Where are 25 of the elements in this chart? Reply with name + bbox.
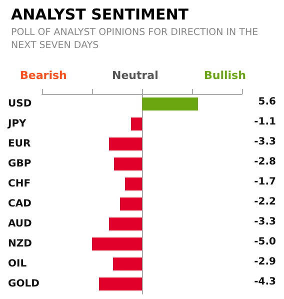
data-label: -2.9	[254, 256, 276, 268]
y-tick-label: CHF	[8, 178, 31, 190]
data-label: -4.3	[254, 276, 276, 288]
y-tick-label: AUD	[8, 218, 32, 230]
data-label: -3.3	[254, 216, 276, 228]
y-tick-label: CAD	[8, 198, 32, 210]
y-tick-label: GOLD	[8, 278, 40, 290]
data-label: -3.3	[254, 136, 276, 148]
chart-subtitle: POLL OF ANALYST OPINIONS FOR DIRECTION IN THE NEXT SEVEN DAYS	[11, 27, 262, 51]
text: Neutral	[112, 69, 158, 82]
data-label: -1.1	[254, 116, 276, 128]
y-tick-label: EUR	[8, 138, 31, 150]
y-tick-label: OIL	[8, 258, 28, 270]
y-tick-label: NZD	[8, 238, 32, 250]
y-tick-label: GBP	[8, 158, 32, 170]
data-label: 5.6	[258, 96, 276, 108]
y-tick-label: USD	[8, 98, 32, 110]
chart-title: ANALYST SENTIMENT	[11, 6, 190, 24]
data-label: -5.0	[254, 236, 276, 248]
data-label: -2.2	[254, 196, 276, 208]
data-label: -1.7	[254, 176, 276, 188]
y-tick-label: JPY	[7, 118, 28, 130]
text: Bullish	[204, 69, 246, 82]
text: Bearish	[20, 69, 67, 82]
data-label: -2.8	[254, 156, 276, 168]
